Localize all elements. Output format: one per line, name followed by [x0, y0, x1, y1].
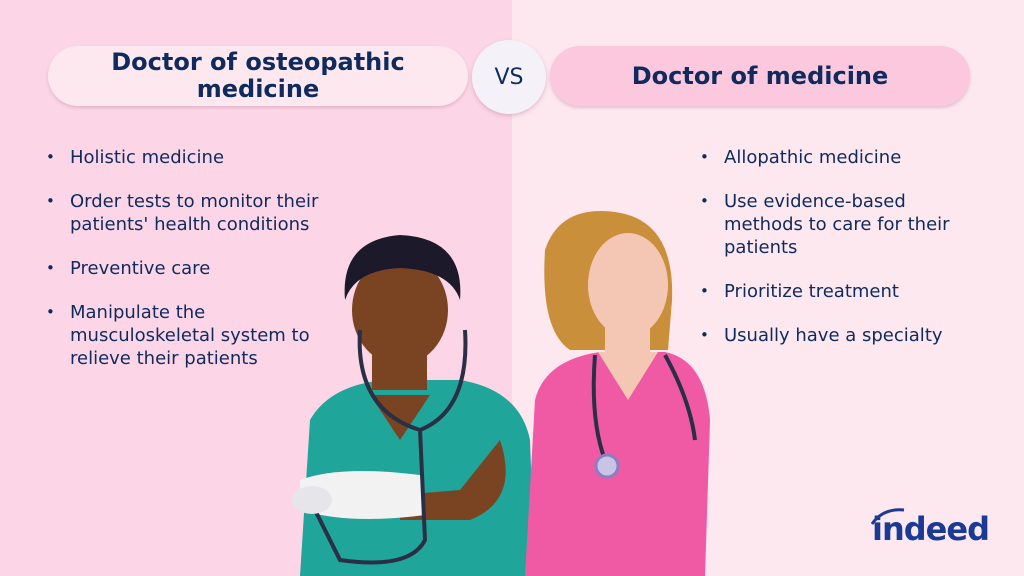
osteopathic-title-pill: Doctor of osteopathic medicine: [48, 46, 468, 106]
list-item: Use evidence-based methods to care for t…: [700, 190, 960, 259]
list-item: Preventive care: [46, 257, 346, 280]
vs-label: VS: [494, 64, 524, 90]
medicine-list: Allopathic medicine Use evidence-based m…: [700, 146, 960, 368]
medicine-title: Doctor of medicine: [631, 61, 889, 90]
list-item: Prioritize treatment: [700, 280, 960, 303]
osteopathic-title: Doctor of osteopathic medicine: [111, 48, 405, 103]
list-item: Usually have a specialty: [700, 324, 960, 347]
indeed-logo: indeed: [872, 510, 990, 548]
vs-badge: VS: [472, 40, 546, 114]
osteopathic-doctor-figure: [292, 235, 535, 576]
osteopathic-list: Holistic medicine Order tests to monitor…: [46, 146, 346, 391]
list-item: Allopathic medicine: [700, 146, 960, 169]
list-item: Order tests to monitor their patients' h…: [46, 190, 346, 236]
indeed-logo-arc-icon: [870, 508, 905, 525]
list-item: Manipulate the musculoskeletal system to…: [46, 301, 346, 370]
list-item: Holistic medicine: [46, 146, 346, 169]
medical-doctor-figure: [525, 211, 710, 576]
medicine-title-pill: Doctor of medicine: [550, 46, 970, 106]
